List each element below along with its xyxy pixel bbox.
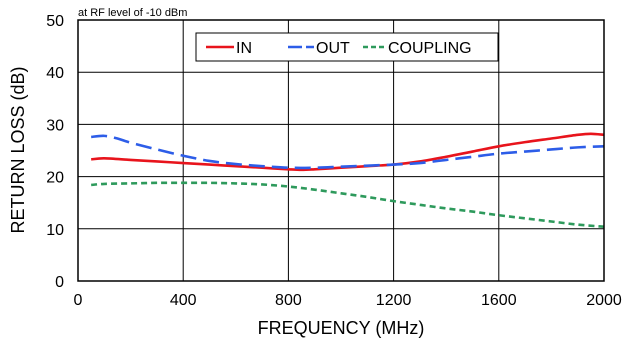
plot-frame [77,19,605,282]
legend-label-coupling: COUPLING [388,40,472,57]
y-tick-label: 50 [46,13,64,30]
x-tick-label: 2000 [586,292,622,309]
y-tick-label: 10 [46,222,64,239]
x-tick-label: 0 [74,292,83,309]
series-line-out [91,134,605,170]
series-layer [91,132,605,229]
tick-labels: 0 400 800 1200 1600 2000 0 10 20 30 40 50 [46,13,622,309]
x-tick-label: 800 [275,292,302,309]
y-axis-title: RETURN LOSS (dB) [8,66,28,233]
y-tick-label: 40 [46,65,64,82]
chart-annotation: at RF level of -10 dBm [78,7,187,19]
legend-box [195,32,499,62]
x-axis-title: FREQUENCY (MHz) [258,318,425,338]
y-tick-label: 30 [46,117,64,134]
x-tick-label: 1200 [376,292,412,309]
series-line-coupling [91,181,605,229]
grid [78,20,604,281]
y-tick-label: 20 [46,170,64,187]
x-tick-label: 400 [170,292,197,309]
legend: IN OUT COUPLING [195,32,499,62]
x-tick-label: 1600 [481,292,517,309]
y-tick-label: 0 [55,274,64,291]
legend-label-out: OUT [316,40,350,57]
legend-label-in: IN [236,40,252,57]
